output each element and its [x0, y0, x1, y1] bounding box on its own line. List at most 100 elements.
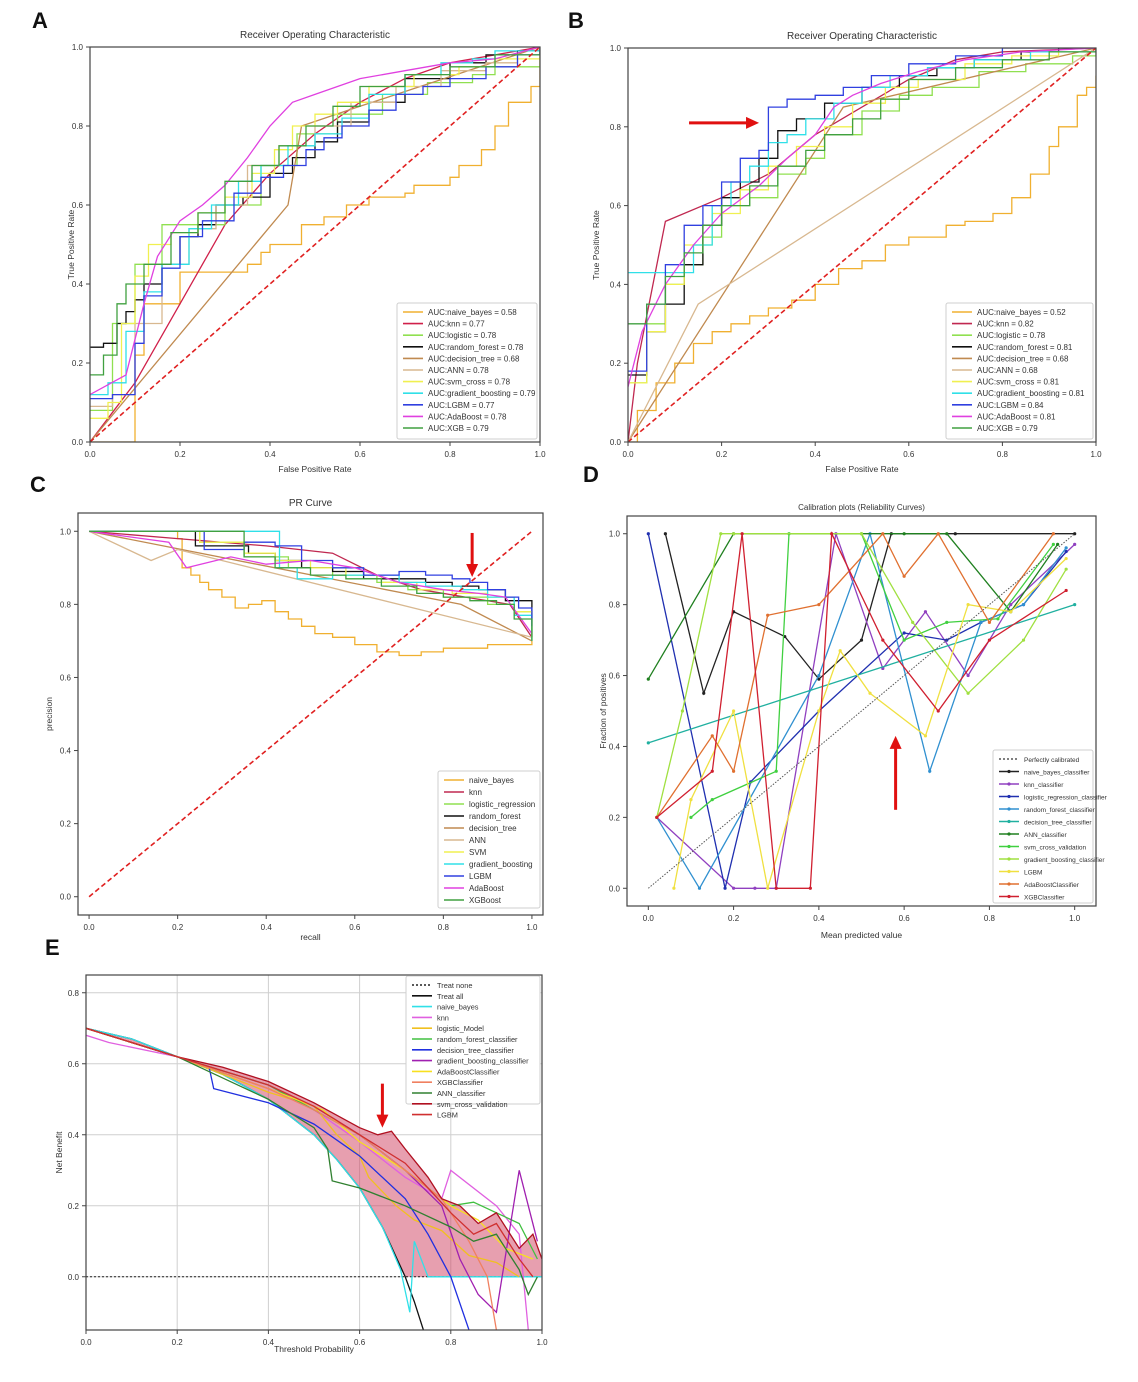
ticks: 0.0 0.2 0.4 0.6 0.8 1.0 0.0 0.2 0.4 0.6 0.8 1.0 [609, 530, 1081, 923]
y-tick-label: 0.8 [609, 601, 621, 610]
y-tick-label: 0.4 [68, 1131, 80, 1140]
legend-entry: AUC:logistic = 0.78 [428, 331, 497, 340]
y-tick-label: 0.0 [609, 884, 621, 893]
chart-d: Calibration plots (Reliability Curves) 0.… [598, 503, 1108, 940]
data-point [731, 769, 736, 773]
legend-entry: ANN_classifier [437, 1089, 486, 1098]
annotation-arrow-icon [376, 1083, 389, 1128]
legend-entry: AUC:LGBM = 0.77 [428, 401, 495, 410]
data-point [1021, 603, 1026, 607]
legend-entry: AUC:XGB = 0.79 [977, 424, 1038, 433]
y-tick-label: 0.6 [610, 202, 622, 211]
legend-entry: ANN_classifier [1024, 832, 1067, 839]
plot-frame [627, 47, 1097, 443]
legend-entry: AUC:random_forest = 0.81 [977, 343, 1073, 352]
data-point [902, 638, 906, 642]
legend-marker [1007, 807, 1011, 811]
data-point [902, 574, 906, 578]
series-line-auc-naive-bayes-0-52 [628, 75, 1096, 442]
data-point [830, 532, 834, 536]
legend-entry: knn_classifier [1024, 782, 1064, 789]
legend-marker [1007, 782, 1011, 786]
panel-letter-a: A [32, 8, 48, 33]
x-tick-label: 0.2 [728, 914, 740, 923]
plot-frame [89, 46, 541, 443]
data-point [1064, 546, 1068, 550]
data-point [710, 769, 714, 773]
data-point [868, 691, 872, 695]
legend-entry: AUC:naive_bayes = 0.52 [977, 308, 1066, 317]
reference-line [647, 533, 1076, 889]
legend-entry: AUC:svm_cross = 0.81 [977, 378, 1060, 387]
x-tick-label: 0.8 [438, 923, 450, 932]
reference-line [90, 47, 540, 442]
legend-marker [1007, 819, 1011, 824]
legend-entry: naive_bayes [469, 776, 514, 785]
data-point [817, 673, 821, 678]
data-point [680, 709, 685, 713]
x-tick-label: 0.2 [716, 450, 728, 459]
series-line-knn [86, 1034, 529, 1330]
chart-e: 0.0 0.2 0.4 0.6 0.8 1.0 0.0 0.2 0.4 0.6 0.8 Thresho… [54, 974, 548, 1354]
y-tick-label: 0.2 [610, 359, 622, 368]
data-point [881, 532, 885, 536]
series-line-xgboost [89, 530, 533, 641]
y-tick-label: 0.4 [60, 747, 72, 756]
data-point [710, 734, 714, 738]
data-point [723, 886, 727, 890]
series-line-naive-bayes [89, 530, 533, 657]
chart-title: Receiver Operating Characteristic [787, 31, 937, 42]
y-tick-label: 0.0 [60, 893, 72, 902]
series-line-auc-random-forest-0-78 [90, 47, 540, 348]
series-line-ann [88, 530, 533, 638]
data-point [774, 769, 778, 773]
chart-title: PR Curve [289, 498, 333, 509]
y-tick-label: 0.4 [609, 742, 621, 751]
plot-area [88, 530, 533, 898]
y-tick-label: 0.0 [68, 1273, 80, 1282]
data-point [646, 532, 650, 536]
legend-entry: random_forest_classifier [1024, 807, 1096, 814]
x-axis-label: Threshold Probability [274, 1344, 355, 1354]
data-point [996, 617, 1000, 621]
data-point [1064, 588, 1068, 593]
x-tick-label: 0.2 [172, 923, 184, 932]
legend-entry: random_forest [469, 812, 521, 821]
data-point [1009, 610, 1013, 614]
x-tick-label: 0.4 [810, 450, 822, 459]
series-line-auc-decision-tree-0-68 [628, 48, 1096, 442]
legend-marker [1007, 844, 1011, 849]
data-point [911, 620, 915, 624]
data-point [1064, 567, 1068, 571]
legend-entry: gradient_boosting_classifier [437, 1057, 529, 1066]
series-line-logistic-model [86, 1027, 520, 1278]
x-tick-label: 0.8 [984, 914, 996, 923]
legend-entry: AUC:knn = 0.77 [428, 320, 485, 329]
data-point [689, 798, 693, 802]
legend-marker [1007, 832, 1011, 836]
data-point [663, 532, 667, 536]
legend-entry: AdaBoostClassifier [437, 1067, 500, 1076]
data-point [945, 532, 949, 536]
series-line-decision-tree-classifier [648, 603, 1075, 744]
y-tick-label: 1.0 [609, 530, 621, 539]
legend-entry: AUC:ANN = 0.68 [977, 366, 1038, 375]
plot-frame [626, 515, 1097, 907]
legend-entry: AUC:LGBM = 0.84 [977, 401, 1044, 410]
panel-letter-c: C [30, 472, 46, 497]
data-point [817, 709, 821, 713]
x-tick-label: 0.4 [813, 914, 825, 923]
x-tick-label: 0.6 [354, 450, 366, 459]
y-tick-label: 0.2 [68, 1202, 80, 1211]
x-tick-label: 0.8 [445, 1338, 457, 1347]
plot-area [628, 48, 1096, 442]
series-line-adaboostclassifier [656, 532, 1054, 818]
data-point [655, 815, 659, 819]
legend-box [396, 302, 538, 440]
legend-entry: AUC:gradient_boosting = 0.81 [977, 389, 1085, 398]
data-point [1064, 549, 1068, 554]
legend-entry: naive_bayes [437, 1003, 479, 1012]
legend-entry: Treat all [437, 992, 464, 1001]
x-tick-label: 0.6 [349, 923, 361, 932]
